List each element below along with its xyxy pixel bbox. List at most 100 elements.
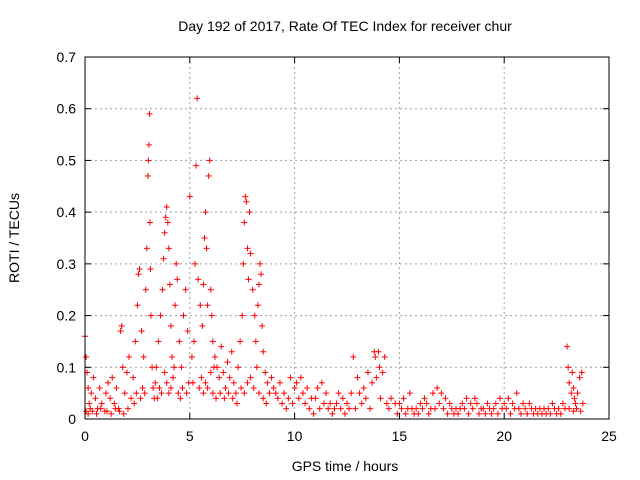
data-point: [465, 410, 472, 417]
data-point: [270, 384, 277, 391]
data-point: [247, 374, 254, 381]
data-point: [513, 390, 520, 397]
data-point: [255, 390, 262, 397]
data-point: [159, 286, 166, 293]
data-point: [266, 390, 273, 397]
data-point: [233, 400, 240, 407]
data-point: [140, 353, 147, 360]
data-point: [524, 410, 531, 417]
data-point: [136, 266, 143, 273]
data-point: [279, 400, 286, 407]
data-point: [183, 390, 190, 397]
data-point: [455, 410, 462, 417]
data-point: [250, 384, 257, 391]
data-point: [272, 390, 279, 397]
data-point: [257, 260, 264, 267]
data-point: [570, 384, 577, 391]
data-point: [244, 379, 251, 386]
data-point: [221, 395, 228, 402]
data-point: [490, 405, 497, 412]
data-point: [241, 390, 248, 397]
data-point: [225, 390, 232, 397]
data-point: [163, 203, 170, 210]
data-point: [156, 384, 163, 391]
data-point: [358, 400, 365, 407]
data-point: [260, 348, 267, 355]
data-point: [576, 374, 583, 381]
data-point: [263, 400, 270, 407]
x-tick-label: 0: [81, 428, 89, 444]
data-point: [120, 410, 127, 417]
data-point: [222, 384, 229, 391]
data-point: [522, 405, 529, 412]
data-point: [138, 328, 145, 335]
data-point: [177, 395, 184, 402]
data-point: [304, 384, 311, 391]
data-point: [362, 395, 369, 402]
data-point: [85, 410, 92, 417]
data-point: [333, 400, 340, 407]
data-point: [207, 369, 214, 376]
data-point: [438, 390, 445, 397]
data-point: [204, 384, 211, 391]
data-point: [167, 322, 174, 329]
data-point: [255, 281, 262, 288]
data-point: [337, 405, 344, 412]
data-point: [579, 400, 586, 407]
data-point: [217, 390, 224, 397]
y-tick-label: 0: [68, 411, 76, 427]
x-tick-label: 25: [601, 428, 617, 444]
data-point: [208, 312, 215, 319]
data-point: [207, 286, 214, 293]
data-point: [148, 312, 155, 319]
data-point: [93, 410, 100, 417]
data-point: [417, 400, 424, 407]
data-point: [88, 390, 95, 397]
data-point: [373, 374, 380, 381]
data-point: [568, 390, 575, 397]
data-point: [113, 384, 120, 391]
data-point: [461, 405, 468, 412]
x-tick-label: 15: [392, 428, 408, 444]
data-point: [436, 400, 443, 407]
data-point: [214, 364, 221, 371]
y-tick-label: 0.4: [57, 204, 77, 220]
data-point: [98, 400, 105, 407]
data-point: [152, 379, 159, 386]
data-points: [82, 95, 586, 417]
data-point: [251, 312, 258, 319]
data-point: [335, 390, 342, 397]
data-point: [213, 395, 219, 402]
data-point: [130, 374, 137, 381]
data-point: [158, 390, 165, 397]
data-point: [293, 379, 300, 386]
data-point: [480, 405, 487, 412]
data-point: [154, 395, 161, 402]
data-point: [423, 400, 430, 407]
data-point: [276, 379, 283, 386]
data-point: [515, 405, 522, 412]
data-point: [133, 390, 140, 397]
x-tick-label: 10: [287, 428, 303, 444]
data-point: [85, 384, 92, 391]
data-point: [141, 390, 148, 397]
data-point: [566, 379, 573, 386]
data-point: [153, 364, 160, 371]
data-point: [195, 276, 202, 283]
data-point: [252, 338, 259, 345]
data-point: [157, 312, 164, 319]
data-point: [312, 395, 319, 402]
y-tick-label: 0.2: [57, 308, 77, 324]
data-point: [354, 374, 361, 381]
data-point: [421, 395, 428, 402]
data-point: [86, 400, 93, 407]
data-point: [520, 400, 527, 407]
y-tick-label: 0.6: [57, 101, 77, 117]
data-point: [348, 390, 355, 397]
data-point: [232, 390, 239, 397]
data-point: [287, 374, 294, 381]
data-point: [107, 395, 114, 402]
data-point: [119, 364, 126, 371]
data-point: [131, 400, 138, 407]
data-point: [471, 395, 478, 402]
